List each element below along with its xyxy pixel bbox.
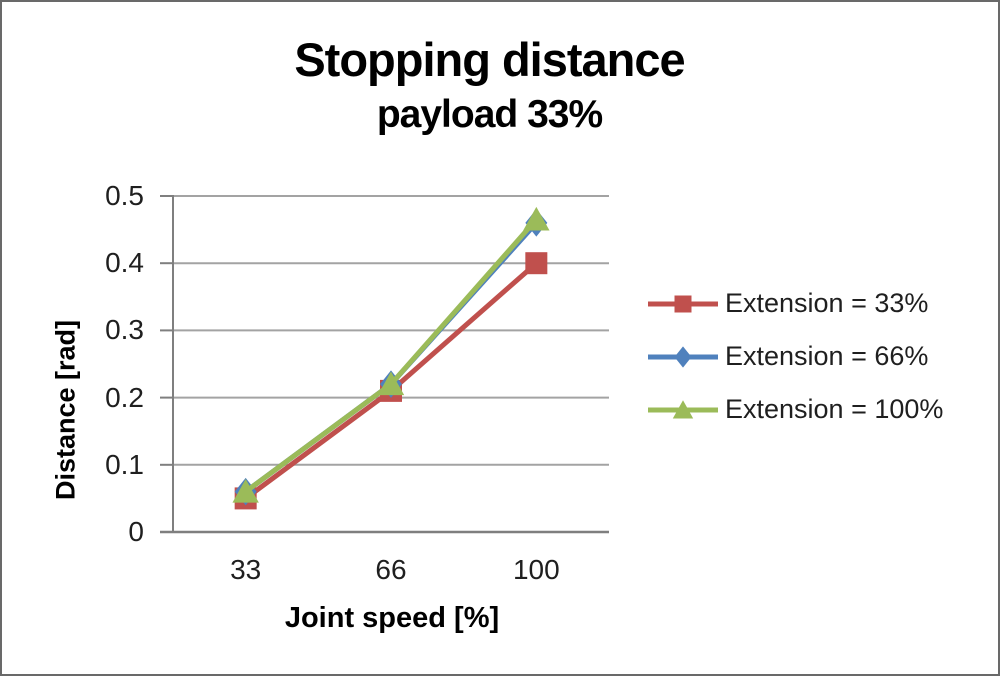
y-tick-label: 0.1 <box>105 448 144 480</box>
y-tick-label: 0 <box>128 516 144 547</box>
legend-item: Extension = 33% <box>646 288 943 319</box>
x-tick-label: 33 <box>230 554 262 585</box>
y-axis-title: Distance [rad] <box>50 319 81 501</box>
legend-item: Extension = 66% <box>646 341 943 372</box>
triangle-marker-icon <box>377 371 405 396</box>
legend-triangle-icon <box>648 399 718 418</box>
y-tick-label: 0.4 <box>105 247 144 279</box>
diamond-marker-icon <box>674 345 692 368</box>
legend-square-icon <box>648 295 718 312</box>
legend-label: Extension = 33% <box>725 288 929 318</box>
legend-label: Extension = 66% <box>725 341 929 371</box>
y-tick-label: 0.2 <box>105 381 144 413</box>
y-tick-label: 0.5 <box>105 180 144 211</box>
legend-label: Extension = 100% <box>725 394 944 424</box>
legend-diamond-icon <box>648 345 718 368</box>
chart-title: Stopping distance <box>294 33 685 86</box>
x-axis-title: Joint speed [%] <box>284 602 500 634</box>
chart-subtitle: payload 33% <box>376 93 603 136</box>
square-marker-icon <box>674 295 692 312</box>
triangle-marker-icon <box>232 479 259 503</box>
triangle-marker-icon <box>672 399 694 418</box>
triangle-marker-icon <box>523 206 550 231</box>
x-tick-label: 66 <box>375 554 407 585</box>
legend-item: Extension = 100% <box>646 394 943 425</box>
legend: Extension = 33% Extension = 66% Extension … <box>646 288 943 425</box>
square-marker-icon <box>525 252 548 275</box>
x-tick-label: 100 <box>512 554 560 585</box>
y-tick-label: 0.3 <box>105 314 144 346</box>
series-line <box>244 217 539 494</box>
